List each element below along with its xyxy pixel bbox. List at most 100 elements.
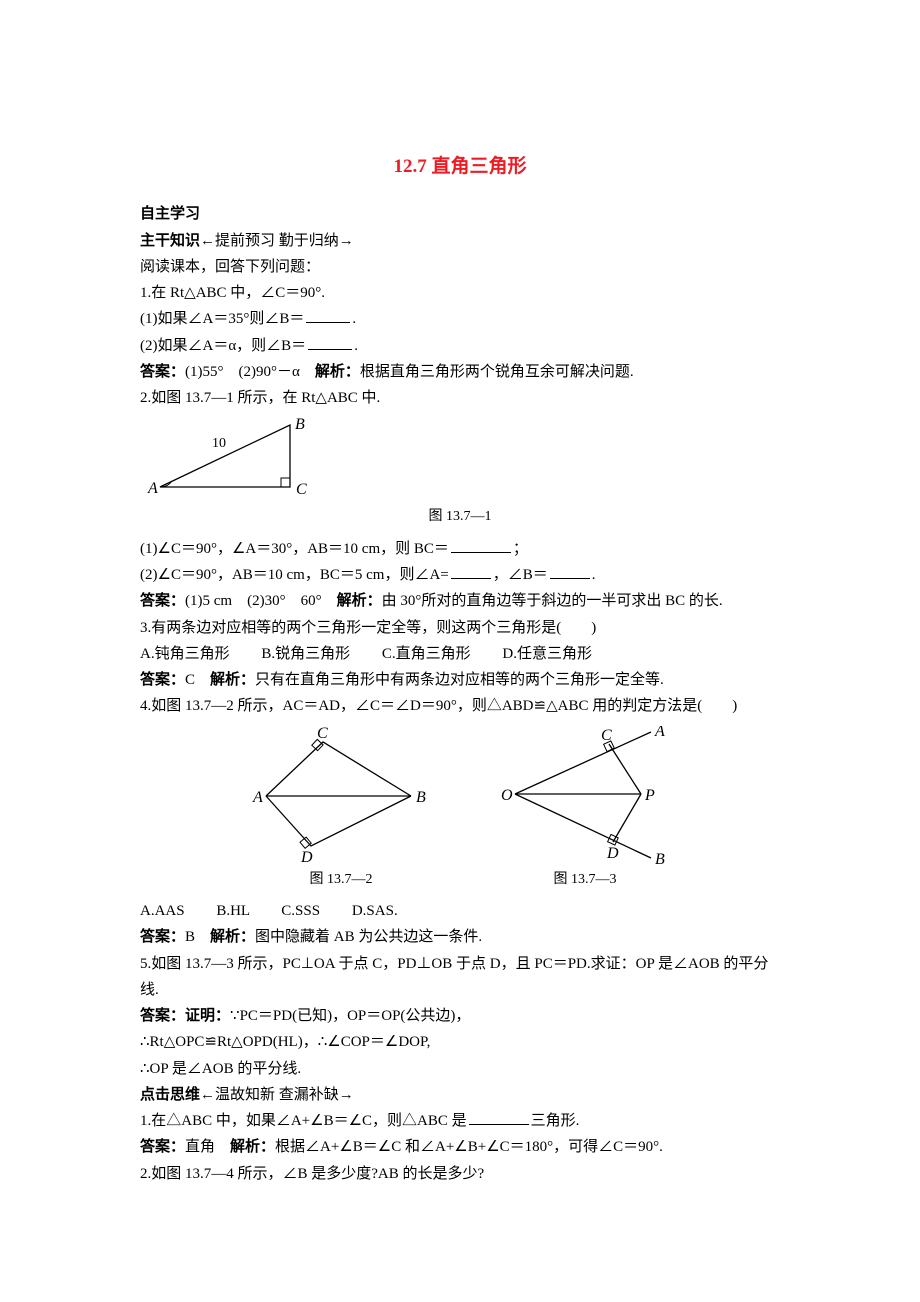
q1-sub2: (2)如果∠A＝α，则∠B＝. (140, 333, 780, 359)
t2-stem: 2.如图 13.7—4 所示，∠B 是多少度?AB 的长是多少? (140, 1161, 780, 1187)
fig3-O: O (501, 787, 513, 804)
q4-answer-line: 答案：B 解析：图中隐藏着 AB 为公共边这一条件. (140, 924, 780, 950)
q1-answer-line: 答案：(1)55° (2)90°－α 解析：根据直角三角形两个锐角互余可解决问题… (140, 359, 780, 385)
q2-blank1 (451, 536, 511, 553)
figure-13-7-2: A B C D 图 13.7—2 (251, 726, 431, 899)
t1-blank (469, 1108, 529, 1125)
q2-sub1-b: ； (513, 541, 528, 557)
t1-stem-a: 1.在△ABC 中，如果∠A+∠B＝∠C，则△ABC 是 (140, 1113, 467, 1129)
q3-answer: C (185, 672, 210, 688)
q2-stem: 2.如图 13.7—1 所示，在 Rt△ABC 中. (140, 385, 780, 411)
fig2-B: B (416, 789, 426, 806)
t1-stem: 1.在△ABC 中，如果∠A+∠B＝∠C，则△ABC 是 三角形. (140, 1108, 780, 1134)
q1-answer: (1)55° (2)90°－α (185, 364, 315, 380)
figure-13-7-1: A B C 10 (140, 417, 780, 503)
q1-sub1: (1)如果∠A＝35°则∠B＝. (140, 306, 780, 332)
figure-row-2-3: A B C D 图 13.7—2 O C A D B P (140, 726, 780, 899)
fig3-A: A (654, 726, 665, 740)
q1-analysis: 根据直角三角形两个锐角互余可解决问题. (360, 364, 634, 380)
t1-analysis: 根据∠A+∠B＝∠C 和∠A+∠B+∠C＝180°，可得∠C＝90°. (275, 1139, 663, 1155)
label-10: 10 (212, 436, 226, 451)
label-B: B (295, 417, 305, 433)
label-A: A (147, 480, 158, 497)
main-knowledge-label: 主干知识 (140, 233, 200, 249)
chapter-title: 12.7 直角三角形 (140, 150, 780, 183)
think-label: 点击思维 (140, 1087, 200, 1103)
q1-sub2-text: (2)如果∠A＝α，则∠B＝ (140, 338, 306, 354)
q3-opt-d: D.任意三角形 (502, 646, 592, 662)
fig2-C: C (317, 726, 328, 742)
q2-answer: (1)5 cm (2)30° 60° (185, 593, 337, 609)
main-knowledge-line: 主干知识←提前预习 勤于归纳→ (140, 228, 780, 254)
q4-options: A.AAS B.HL C.SSS D.SAS. (140, 898, 780, 924)
figure-13-7-3-caption: 图 13.7—3 (554, 868, 617, 893)
figure-13-7-3: O C A D B P 图 13.7—3 (501, 726, 669, 899)
triangle-abc-svg: A B C 10 (140, 417, 315, 503)
fig3-B: B (655, 851, 665, 866)
analysis-label: 解析： (315, 364, 360, 380)
fig3-D: D (606, 845, 619, 862)
q2-sub2-a: (2)∠C＝90°，AB＝10 cm，BC＝5 cm，则∠A= (140, 567, 449, 583)
q2-sub1-a: (1)∠C＝90°，∠A＝30°，AB＝10 cm，则 BC＝ (140, 541, 449, 557)
self-study-label: 自主学习 (140, 206, 200, 222)
q4-analysis: 图中隐藏着 AB 为公共边这一条件. (255, 929, 482, 945)
q4-opt-c: C.SSS (281, 903, 320, 919)
arrow-pre: ←提前预习 勤于归纳→ (200, 233, 354, 249)
t1-answer-line: 答案：直角 解析：根据∠A+∠B＝∠C 和∠A+∠B+∠C＝180°，可得∠C＝… (140, 1134, 780, 1160)
figure-13-7-1-caption: 图 13.7—1 (140, 505, 780, 530)
q5-line1: ∵PC＝PD(已知)，OP＝OP(公共边)， (230, 1008, 470, 1024)
analysis-label: 解析： (230, 1139, 275, 1155)
fig3-svg: O C A D B P (501, 726, 669, 866)
fig3-P: P (644, 787, 655, 804)
analysis-label: 解析： (210, 672, 255, 688)
q3-options: A.钝角三角形 B.锐角三角形 C.直角三角形 D.任意三角形 (140, 641, 780, 667)
q1-sub1-text: (1)如果∠A＝35°则∠B＝ (140, 311, 304, 327)
q2-analysis: 由 30°所对的直角边等于斜边的一半可求出 BC 的长. (382, 593, 723, 609)
answer-label: 答案： (140, 364, 185, 380)
q3-opt-a: A.钝角三角形 (140, 646, 230, 662)
t1-stem-b: 三角形. (531, 1113, 580, 1129)
q2-blank2 (451, 562, 491, 579)
q1-blank2 (308, 333, 352, 350)
q2-sub2-b: ，∠B＝ (493, 567, 548, 583)
q2-sub2-c: . (592, 567, 596, 583)
fig3-C: C (601, 727, 612, 744)
q4-opt-a: A.AAS (140, 903, 185, 919)
q5-stem: 5.如图 13.7—3 所示，PC⊥OA 于点 C，PD⊥OB 于点 D，且 P… (140, 951, 780, 1004)
read-prompt: 阅读课本，回答下列问题： (140, 254, 780, 280)
arrow-think: ←温故知新 查漏补缺→ (200, 1087, 354, 1103)
answer-label: 答案： (140, 929, 185, 945)
q3-answer-line: 答案：C 解析：只有在直角三角形中有两条边对应相等的两个三角形一定全等. (140, 667, 780, 693)
think-heading: 点击思维←温故知新 查漏补缺→ (140, 1082, 780, 1108)
q4-opt-b: B.HL (216, 903, 249, 919)
q2-answer-line: 答案：(1)5 cm (2)30° 60° 解析：由 30°所对的直角边等于斜边… (140, 588, 780, 614)
q3-opt-c: C.直角三角形 (382, 646, 471, 662)
q4-answer: B (185, 929, 210, 945)
q2-blank3 (550, 562, 590, 579)
q4-stem: 4.如图 13.7—2 所示，AC＝AD，∠C＝∠D＝90°，则△ABD≌△AB… (140, 693, 780, 719)
q2-sub2: (2)∠C＝90°，AB＝10 cm，BC＝5 cm，则∠A= ，∠B＝. (140, 562, 780, 588)
q3-stem: 3.有两条边对应相等的两个三角形一定全等，则这两个三角形是( ) (140, 615, 780, 641)
t1-answer: 直角 (185, 1139, 230, 1155)
q3-analysis: 只有在直角三角形中有两条边对应相等的两个三角形一定全等. (255, 672, 664, 688)
fig2-svg: A B C D (251, 726, 431, 866)
analysis-label: 解析： (337, 593, 382, 609)
q1-stem: 1.在 Rt△ABC 中，∠C＝90°. (140, 280, 780, 306)
figure-13-7-2-caption: 图 13.7—2 (310, 868, 373, 893)
answer-label: 答案： (140, 1139, 185, 1155)
page: 12.7 直角三角形 自主学习 主干知识←提前预习 勤于归纳→ 阅读课本，回答下… (70, 0, 850, 1247)
q5-line2: ∴Rt△OPC≌Rt△OPD(HL)，∴∠COP＝∠DOP, (140, 1029, 780, 1055)
fig2-D: D (300, 849, 313, 866)
answer-label: 答案： (140, 593, 185, 609)
q5-line3: ∴OP 是∠AOB 的平分线. (140, 1056, 780, 1082)
q5-proof-1: 答案：证明：∵PC＝PD(已知)，OP＝OP(公共边)， (140, 1003, 780, 1029)
answer-label: 答案： (140, 672, 185, 688)
q3-opt-b: B.锐角三角形 (261, 646, 350, 662)
q2-sub1: (1)∠C＝90°，∠A＝30°，AB＝10 cm，则 BC＝ ； (140, 536, 780, 562)
label-C: C (296, 481, 307, 498)
proof-label: 证明： (185, 1008, 230, 1024)
self-study-heading: 自主学习 (140, 201, 780, 227)
answer-label: 答案： (140, 1008, 185, 1024)
q1-blank1 (306, 307, 350, 324)
fig2-A: A (252, 789, 263, 806)
